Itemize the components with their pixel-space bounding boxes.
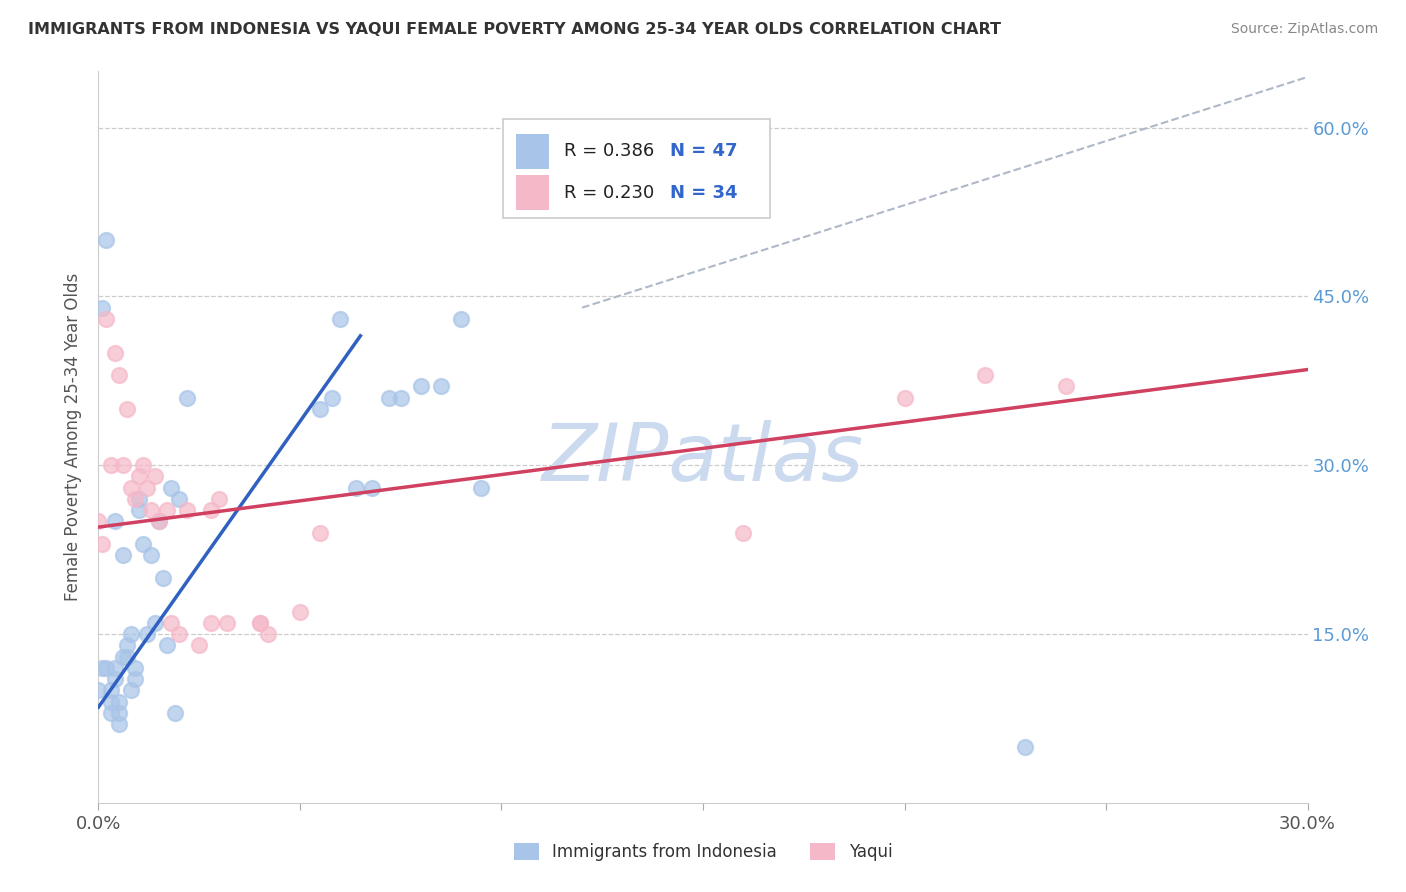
Point: [87, 683, 110, 698]
Point: [107, 706, 129, 720]
Point: [389, 391, 412, 405]
Legend: Immigrants from Indonesia, Yaqui: Immigrants from Indonesia, Yaqui: [508, 836, 898, 868]
Text: R = 0.386: R = 0.386: [564, 142, 654, 160]
Point: [1054, 379, 1077, 393]
Point: [152, 571, 174, 585]
Point: [450, 312, 472, 326]
Point: [156, 638, 179, 652]
Point: [361, 481, 384, 495]
Point: [160, 615, 183, 630]
Point: [176, 391, 198, 405]
Point: [135, 481, 157, 495]
Point: [148, 515, 170, 529]
Point: [1014, 739, 1036, 754]
Point: [115, 649, 138, 664]
Point: [167, 627, 190, 641]
Point: [128, 469, 150, 483]
Text: Source: ZipAtlas.com: Source: ZipAtlas.com: [1230, 22, 1378, 37]
Point: [100, 683, 122, 698]
Point: [103, 515, 125, 529]
Point: [100, 694, 122, 708]
Point: [430, 379, 453, 393]
Point: [100, 706, 122, 720]
Text: ZIPatlas: ZIPatlas: [541, 420, 865, 498]
Y-axis label: Female Poverty Among 25-34 Year Olds: Female Poverty Among 25-34 Year Olds: [65, 273, 83, 601]
Point: [309, 525, 332, 540]
Point: [96, 661, 118, 675]
Point: [249, 615, 271, 630]
Point: [107, 694, 129, 708]
Point: [208, 491, 231, 506]
Point: [103, 661, 125, 675]
Point: [163, 706, 186, 720]
Point: [217, 615, 239, 630]
Point: [96, 312, 118, 326]
Point: [148, 515, 170, 529]
Point: [111, 649, 134, 664]
Text: IMMIGRANTS FROM INDONESIA VS YAQUI FEMALE POVERTY AMONG 25-34 YEAR OLDS CORRELAT: IMMIGRANTS FROM INDONESIA VS YAQUI FEMAL…: [28, 22, 1001, 37]
Point: [111, 458, 134, 473]
Point: [200, 615, 222, 630]
Point: [309, 401, 332, 416]
Text: R = 0.230: R = 0.230: [564, 184, 654, 202]
Point: [115, 401, 138, 416]
Point: [115, 638, 138, 652]
Point: [132, 537, 155, 551]
Point: [120, 481, 142, 495]
Text: N = 34: N = 34: [671, 184, 738, 202]
Point: [87, 515, 110, 529]
Point: [124, 491, 146, 506]
Point: [256, 627, 278, 641]
Point: [139, 503, 162, 517]
Bar: [516, 134, 550, 169]
Point: [100, 458, 122, 473]
Point: [156, 503, 179, 517]
Point: [91, 661, 114, 675]
Point: [143, 615, 166, 630]
Point: [139, 548, 162, 562]
Point: [377, 391, 399, 405]
Point: [409, 379, 432, 393]
Point: [249, 615, 271, 630]
Point: [288, 605, 311, 619]
Point: [135, 627, 157, 641]
Point: [143, 469, 166, 483]
Point: [321, 391, 343, 405]
Point: [167, 491, 190, 506]
Point: [111, 548, 134, 562]
Point: [128, 503, 150, 517]
Point: [974, 368, 997, 383]
Point: [103, 345, 125, 359]
Point: [124, 661, 146, 675]
Point: [91, 301, 114, 315]
Point: [120, 683, 142, 698]
Point: [120, 627, 142, 641]
Point: [329, 312, 352, 326]
Point: [733, 525, 755, 540]
Point: [132, 458, 155, 473]
Point: [200, 503, 222, 517]
Point: [124, 672, 146, 686]
Point: [160, 481, 183, 495]
Bar: [516, 175, 550, 211]
FancyBboxPatch shape: [503, 119, 769, 218]
Point: [176, 503, 198, 517]
Point: [128, 491, 150, 506]
Point: [96, 233, 118, 247]
Point: [188, 638, 211, 652]
Point: [91, 537, 114, 551]
Point: [344, 481, 367, 495]
Text: N = 47: N = 47: [671, 142, 738, 160]
Point: [107, 717, 129, 731]
Point: [103, 672, 125, 686]
Point: [893, 391, 915, 405]
Point: [470, 481, 492, 495]
Point: [107, 368, 129, 383]
